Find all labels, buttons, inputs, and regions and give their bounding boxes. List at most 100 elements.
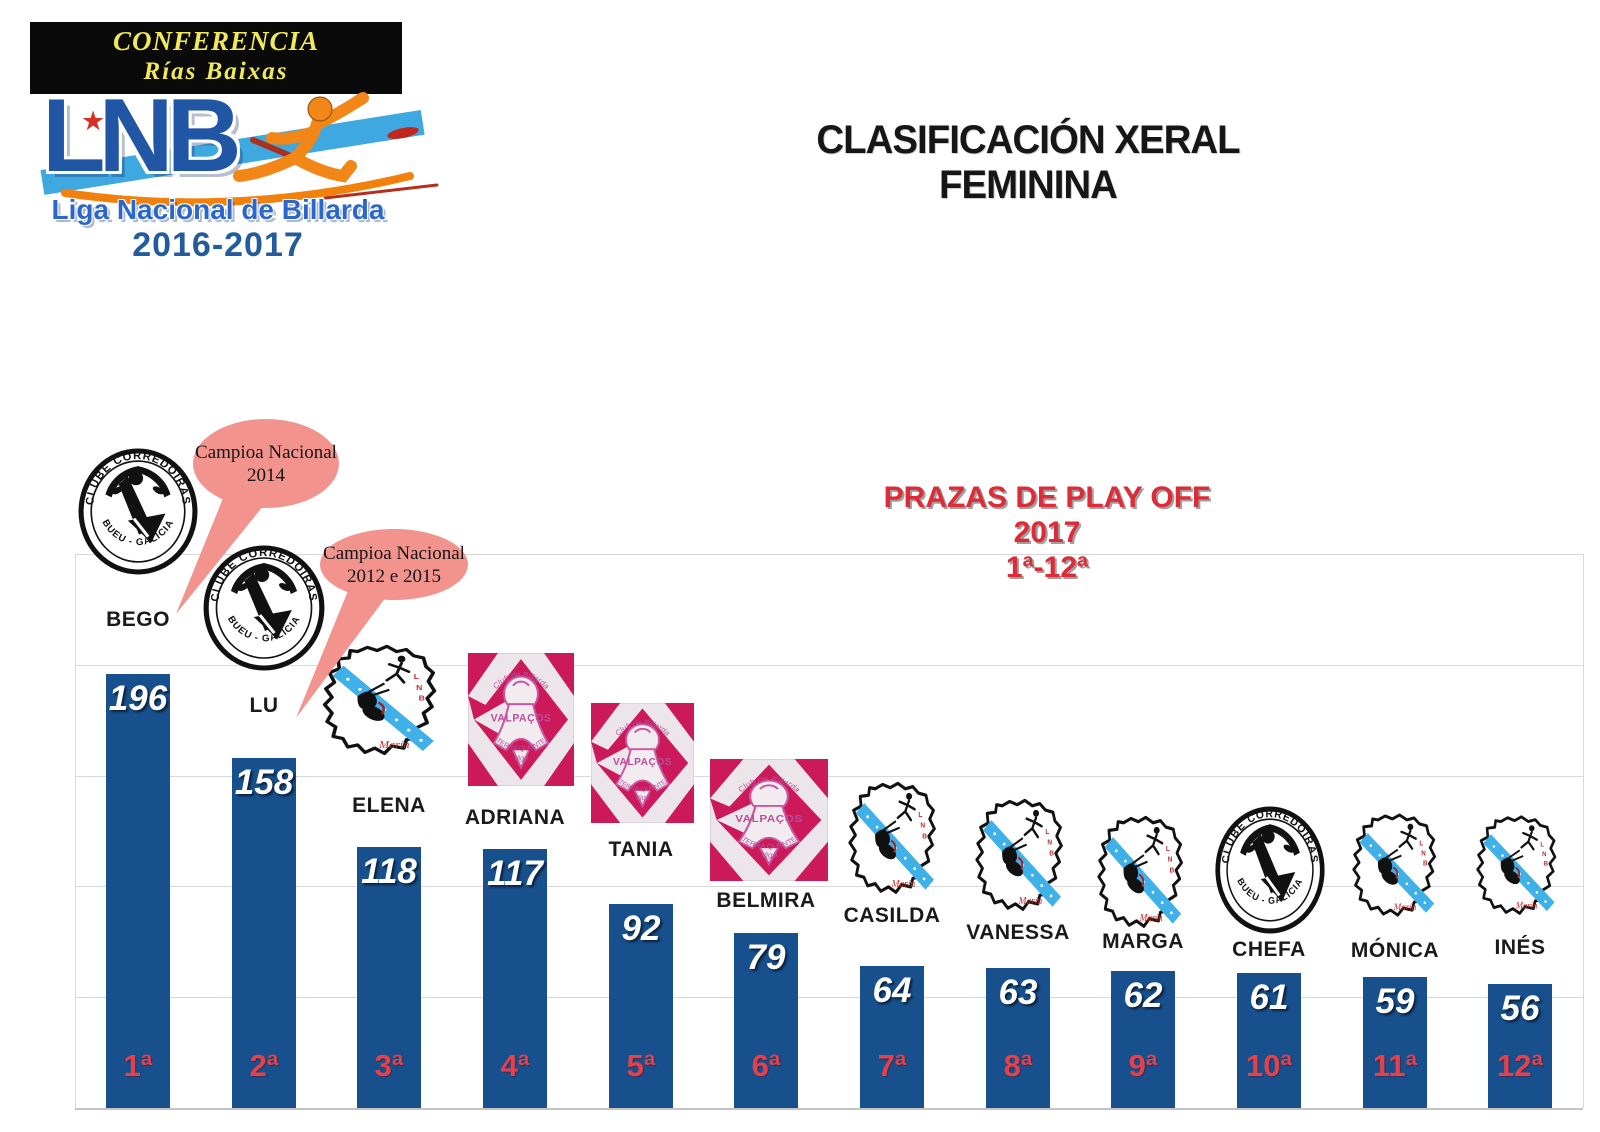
season: 2016-2017 (132, 226, 304, 264)
svg-text:Marín: Marín (1393, 903, 1417, 913)
bar-rank: 2ª (249, 1048, 279, 1083)
bar-ELENA: 118 3ª (357, 847, 421, 1108)
marin-logo-graphic: L N B Marín (848, 781, 936, 894)
svg-text:VALPAÇOS: VALPAÇOS (613, 757, 672, 768)
bar-value: 158 (234, 763, 294, 802)
player-name-BELMIRA: BELMIRA (716, 889, 816, 912)
bar-value: 59 (1375, 982, 1415, 1021)
player-name-CASILDA: CASILDA (843, 904, 941, 927)
bar-BEGO: 196 1ª (106, 674, 170, 1108)
conference-banner: CONFERENCIA Rías Baixas (30, 22, 402, 94)
corredoiras-logo-graphic: CLUBE CORREDOIRAS BUEU - GALICIA (203, 545, 325, 671)
svg-text:Vigo: Vigo (761, 851, 778, 859)
svg-text:B: B (1423, 860, 1428, 867)
bar-rank: 12ª (1497, 1048, 1543, 1083)
callout-line1: Campioa Nacional (195, 441, 337, 463)
svg-text:VALPAÇOS: VALPAÇOS (491, 712, 552, 724)
club-logo-valpacos: Club de Billarda VALPAÇOS TERRA QUENTE V… (710, 759, 828, 881)
bar-value: 64 (872, 971, 912, 1010)
callout-line2: 2012 e 2015 (347, 565, 441, 587)
corredoiras-logo-graphic: CLUBE CORREDOIRAS BUEU - GALICIA (78, 448, 198, 575)
bar-rank: 1ª (123, 1048, 153, 1083)
club-logo-valpacos: Club de Billarda VALPAÇOS TERRA QUENTE V… (468, 653, 574, 786)
svg-text:L: L (1419, 840, 1423, 847)
gridline (75, 997, 1583, 998)
bar-CHEFA: 61 10ª (1237, 973, 1301, 1108)
marin-logo-graphic: L N B Marín (322, 644, 437, 756)
svg-text:N: N (920, 821, 925, 830)
club-logo-marin: L N B Marín (1351, 810, 1441, 924)
bar-value: 118 (361, 852, 417, 891)
svg-text:Marín: Marín (1018, 895, 1042, 907)
bar-MÓNICA: 59 11ª (1363, 977, 1427, 1108)
club-logo-marin: L N B Marín (974, 795, 1068, 919)
gridline (75, 665, 1583, 666)
bar-rank: 5ª (626, 1048, 656, 1083)
gridline (75, 776, 1583, 777)
svg-text:N: N (1542, 851, 1547, 858)
svg-text:Vigo: Vigo (635, 794, 649, 802)
svg-text:L: L (1045, 827, 1050, 836)
valpacos-logo-graphic: Club de Billarda VALPAÇOS TERRA QUENTE V… (591, 703, 694, 823)
bar-rank: 3ª (374, 1048, 404, 1083)
svg-text:N: N (416, 683, 422, 691)
bar-value: 63 (998, 973, 1038, 1012)
player-name-CHEFA: CHEFA (1232, 938, 1306, 961)
callout-campioa-2012-2015: Campioa Nacional 2012 e 2015 (320, 529, 468, 600)
svg-text:L: L (414, 673, 419, 681)
marin-logo-graphic: L N B Marín (1476, 815, 1557, 915)
svg-text:Marín: Marín (1515, 900, 1538, 911)
bar-rank: 9ª (1128, 1048, 1158, 1083)
valpacos-logo-graphic: Club de Billarda VALPAÇOS TERRA QUENTE V… (710, 759, 828, 881)
club-logo-marin: L N B Marín (847, 778, 941, 902)
club-logo-corredoiras: CLUBE CORREDOIRAS BUEU - GALICIA (77, 448, 199, 575)
svg-text:Marín: Marín (1139, 912, 1163, 924)
club-logo-marin: L N B Marín (1475, 812, 1561, 922)
bar-VANESSA: 63 8ª (986, 968, 1050, 1108)
bar-ADRIANA: 117 4ª (483, 849, 547, 1108)
bar-TANIA: 92 5ª (609, 904, 673, 1108)
player-name-LU: LU (249, 694, 279, 717)
club-logo-marin: L N B Marín (1096, 812, 1188, 936)
svg-text:N: N (1168, 856, 1173, 864)
player-name-VANESSA: VANESSA (966, 921, 1070, 944)
right-axis-line (1583, 554, 1584, 1108)
svg-text:B: B (1544, 860, 1549, 867)
bar-value: 196 (108, 679, 168, 718)
bar-rank: 8ª (1003, 1048, 1033, 1083)
x-axis-line (75, 1108, 1583, 1110)
player-name-ADRIANA: ADRIANA (464, 806, 566, 829)
svg-text:L: L (1540, 841, 1544, 848)
club-logo-corredoiras: CLUBE CORREDOIRAS BUEU - GALICIA (202, 545, 326, 671)
valpacos-logo-graphic: Club de Billarda VALPAÇOS TERRA QUENTE V… (468, 653, 574, 786)
callout-line2: 2014 (247, 464, 285, 486)
bar-rank: 11ª (1372, 1048, 1418, 1083)
club-logo-corredoiras: CLUBE CORREDOIRAS BUEU - GALICIA (1214, 806, 1326, 934)
svg-text:Vigo: Vigo (514, 753, 529, 762)
bar-rank: 6ª (751, 1048, 781, 1083)
bar-rank: 7ª (877, 1048, 907, 1083)
player-name-MARGA: MARGA (1102, 930, 1184, 953)
player-name-TANIA: TANIA (608, 838, 674, 861)
gridline (75, 554, 1583, 555)
player-name-MÓNICA: MÓNICA (1350, 939, 1440, 962)
bar-value: 56 (1500, 989, 1540, 1028)
club-logo-marin: L N B Marín (321, 641, 443, 763)
corredoiras-logo-graphic: CLUBE CORREDOIRAS BUEU - GALICIA (1215, 806, 1325, 934)
marin-logo-graphic: L N B Marín (1352, 813, 1437, 917)
svg-text:B: B (419, 694, 425, 702)
svg-text:B: B (1170, 867, 1175, 875)
bar-rank: 10ª (1246, 1048, 1292, 1083)
gridline (75, 886, 1583, 887)
callout-campioa-2014: Campioa Nacional 2014 (193, 419, 339, 508)
page-title: CLASIFICACIÓN XERAL FEMININA (816, 118, 1240, 207)
bar-value: 61 (1249, 978, 1289, 1017)
playoff-note-line1: PRAZAS DE PLAY OFF 2017 (883, 481, 1211, 549)
player-name-ELENA: ELENA (352, 794, 426, 817)
bar-rank: 4ª (500, 1048, 530, 1083)
svg-text:Marín: Marín (891, 878, 915, 890)
svg-text:L: L (1166, 845, 1171, 853)
bar-value: 117 (487, 854, 543, 893)
playoff-note: PRAZAS DE PLAY OFF 2017 1ª-12ª (847, 480, 1247, 585)
